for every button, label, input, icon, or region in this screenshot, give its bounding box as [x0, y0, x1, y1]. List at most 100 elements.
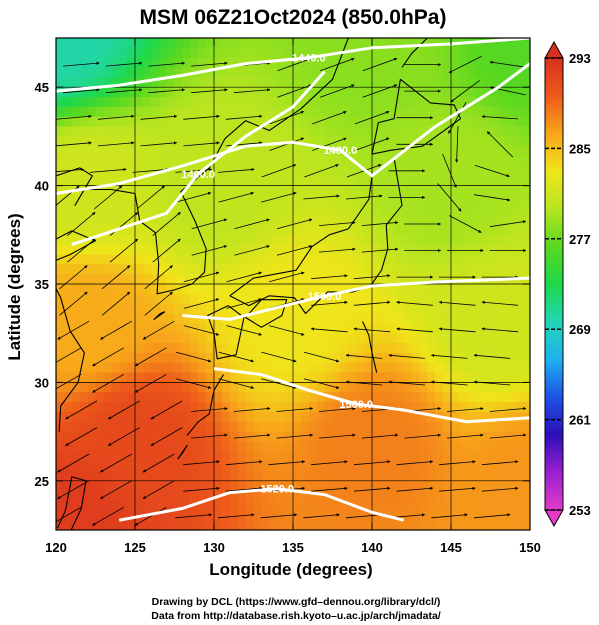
wind-arrow [311, 274, 348, 280]
heatmap-cell [285, 323, 294, 334]
heatmap-cell [356, 47, 365, 59]
heatmap-cell [127, 106, 136, 118]
heatmap-cell [190, 362, 199, 374]
heatmap-cell [79, 461, 89, 472]
contour-label: 1440.0 [292, 53, 326, 65]
heatmap-cell [63, 431, 73, 443]
heatmap-cell [293, 333, 302, 344]
heatmap-cell [158, 362, 168, 374]
heatmap-cell [253, 323, 262, 334]
heatmap-cell [150, 146, 160, 157]
heatmap-cell [127, 38, 136, 49]
heatmap-cell [403, 284, 413, 295]
heatmap-cell [348, 461, 357, 472]
heatmap-cell [206, 67, 215, 78]
heatmap-cell [111, 87, 120, 98]
heatmap-cell [419, 224, 428, 236]
wind-arrow [261, 351, 297, 363]
heatmap-cell [403, 392, 413, 403]
heatmap-cell [63, 303, 73, 315]
heatmap-cell [277, 224, 286, 236]
heatmap-cell [498, 47, 507, 59]
heatmap-cell [340, 480, 349, 492]
heatmap-cell [332, 165, 341, 177]
heatmap-cell [348, 185, 357, 197]
wind-arrow [345, 513, 383, 519]
heatmap-cell [466, 106, 476, 118]
heatmap-cell [285, 402, 294, 413]
heatmap-cell [206, 106, 215, 118]
heatmap-cell [158, 77, 168, 88]
heatmap-cell [190, 106, 199, 118]
heatmap-cell [364, 274, 373, 285]
heatmap-cell [451, 470, 460, 482]
heatmap-cell [182, 274, 191, 285]
heatmap-cell [300, 284, 310, 295]
wind-arrow [431, 513, 468, 519]
heatmap-cell [435, 313, 444, 324]
heatmap-cell [221, 392, 231, 403]
heatmap-cell [514, 510, 523, 521]
heatmap-cell [324, 264, 334, 275]
heatmap-cell [119, 490, 128, 502]
heatmap-cell [458, 126, 468, 137]
heatmap-cell [253, 97, 262, 108]
wind-arrow [183, 325, 220, 336]
heatmap-cell [166, 372, 176, 383]
heatmap-cell [443, 284, 452, 295]
heatmap-cell [285, 234, 294, 246]
heatmap-cell [372, 470, 381, 482]
heatmap-cell [206, 264, 215, 275]
heatmap-cell [71, 382, 81, 393]
heatmap-cell [111, 274, 120, 285]
heatmap-cell [127, 480, 136, 492]
heatmap-cell [190, 431, 199, 443]
heatmap-cell [285, 313, 294, 324]
heatmap-cell [182, 520, 191, 530]
heatmap-cell [435, 205, 444, 216]
heatmap-cell [221, 254, 231, 265]
heatmap-cell [229, 520, 239, 530]
heatmap-cell [277, 195, 286, 206]
heatmap-cell [174, 284, 183, 295]
heatmap-cell [372, 185, 381, 197]
heatmap-cell [79, 284, 89, 295]
heatmap-cell [435, 392, 444, 403]
wind-arrow [345, 380, 383, 386]
heatmap-cell [451, 156, 460, 167]
heatmap-cell [395, 421, 405, 433]
heatmap-cell [372, 500, 381, 511]
heatmap-cell [324, 175, 334, 187]
heatmap-cell [253, 136, 262, 147]
heatmap-cell [435, 77, 444, 88]
heatmap-cell [71, 372, 81, 383]
heatmap-cell [466, 87, 476, 98]
heatmap-cell [356, 372, 365, 383]
heatmap-cell [119, 224, 128, 236]
heatmap-cell [142, 136, 152, 147]
heatmap-cell [387, 116, 397, 128]
heatmap-cell [214, 274, 223, 285]
heatmap-cell [253, 411, 262, 423]
heatmap-cell [498, 185, 507, 197]
heatmap-cell [372, 254, 381, 265]
heatmap-cell [95, 293, 104, 305]
heatmap-cell [229, 205, 239, 216]
heatmap-cell [285, 116, 294, 128]
wind-arrow [438, 300, 476, 306]
wind-arrow [268, 325, 305, 336]
heatmap-cell [277, 106, 286, 118]
heatmap-cell [427, 165, 436, 177]
heatmap-cell [206, 38, 215, 49]
heatmap-cell [158, 57, 168, 69]
heatmap-cell [214, 215, 223, 226]
heatmap-cell [490, 264, 499, 275]
wind-arrow [361, 221, 399, 226]
wind-arrow [311, 460, 348, 466]
heatmap-cell [403, 57, 413, 69]
heatmap-cell [285, 392, 294, 403]
heatmap-cell [300, 106, 310, 118]
heatmap-cell [253, 490, 262, 502]
heatmap-cell [103, 146, 112, 157]
heatmap-cell [300, 156, 310, 167]
